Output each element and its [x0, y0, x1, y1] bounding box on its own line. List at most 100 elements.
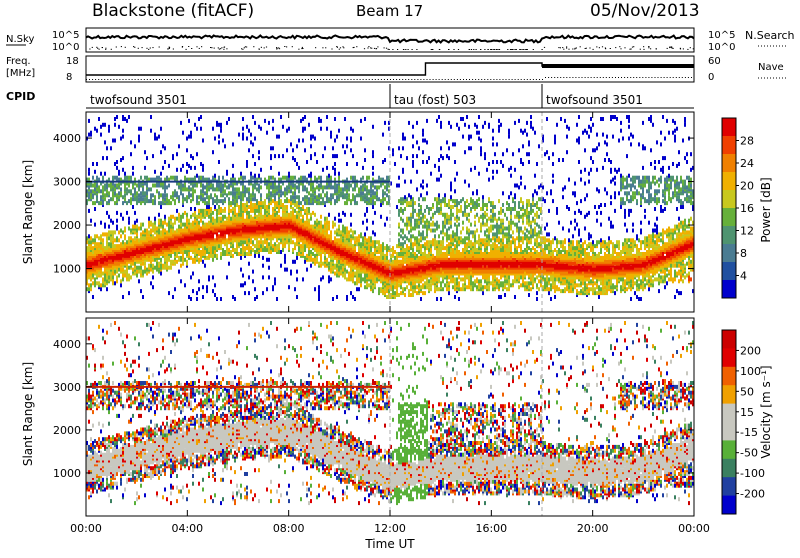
x-tick-label: 00:00: [678, 522, 710, 535]
nave-tick-low: 0: [708, 72, 714, 83]
nave-dot: [95, 79, 96, 80]
nave-dot: [563, 77, 564, 78]
nave-dot: [107, 79, 108, 80]
nsearch-dot: [374, 48, 375, 49]
nsearch-dot: [542, 49, 543, 50]
colorbar-tick-label: 28: [740, 135, 754, 148]
freq-band: [542, 64, 694, 68]
nsearch-dot: [105, 48, 106, 49]
nave-dot: [658, 77, 659, 78]
nave-dot: [123, 79, 124, 80]
nave-dot: [597, 77, 598, 78]
nsearch-dot: [405, 49, 406, 50]
nave-dot: [287, 79, 288, 80]
nave-dot: [265, 79, 266, 80]
y-tick-label: 3000: [53, 176, 81, 189]
nsearch-dot: [92, 47, 93, 48]
nave-dot: [472, 79, 473, 80]
nsearch-dot: [188, 46, 189, 47]
colorbar-segment: [722, 226, 736, 245]
colorbar-tick-label: 24: [740, 157, 754, 170]
nsearch-dot: [448, 49, 449, 50]
nsearch-dot: [480, 49, 481, 50]
station-title: Blackstone (fitACF): [92, 1, 254, 21]
nave-dot: [427, 79, 428, 80]
nave-dot: [414, 79, 415, 80]
nsearch-dot: [673, 48, 674, 49]
nave-dot: [594, 77, 595, 78]
nsearch-dot: [169, 47, 170, 48]
nsearch-dot: [121, 46, 122, 47]
x-tick-label: 04:00: [171, 522, 203, 535]
nave-dot: [195, 79, 196, 80]
nave-dot: [448, 79, 449, 80]
nsky-tick-high: 10^5: [52, 30, 79, 41]
nave-dot: [673, 77, 674, 78]
nave-dot: [405, 79, 406, 80]
nsearch-dot: [125, 47, 126, 48]
nsearch-dot: [648, 47, 649, 48]
nsearch-dot: [367, 48, 368, 49]
cpid-label: CPID: [6, 90, 35, 103]
nsearch-dot: [219, 49, 220, 50]
freq-tick-high: 18: [66, 56, 79, 67]
nave-dot: [223, 79, 224, 80]
colorbar-tick-label: 15: [740, 406, 754, 419]
nsearch-dot: [568, 49, 569, 50]
nave-dot: [104, 79, 105, 80]
nsearch-dot: [519, 49, 520, 50]
nsearch-dot: [602, 46, 603, 47]
nave-dot: [317, 79, 318, 80]
nave-dot: [636, 77, 637, 78]
nave-dot: [585, 77, 586, 78]
nsearch-dot: [690, 47, 691, 48]
nsearch-dot: [389, 49, 390, 50]
nsearch-dot: [403, 49, 404, 50]
nsearch-dot: [292, 46, 293, 47]
nave-dot: [615, 77, 616, 78]
nsearch-dot: [220, 48, 221, 49]
nave-dot: [156, 79, 157, 80]
nsearch-dot: [276, 49, 277, 50]
nave-dot: [86, 79, 87, 80]
colorbar-segment: [722, 172, 736, 191]
nave-dot: [399, 79, 400, 80]
nave-dot: [320, 79, 321, 80]
nsearch-dot: [432, 49, 433, 50]
nsearch-dot: [416, 49, 417, 50]
nave-dot: [129, 79, 130, 80]
nsearch-dot: [370, 47, 371, 48]
nave-dot: [667, 77, 668, 78]
nsearch-dot: [593, 49, 594, 50]
nsearch-dot: [138, 48, 139, 49]
nave-dot: [402, 79, 403, 80]
nave-dot: [284, 79, 285, 80]
nsearch-dot: [576, 48, 577, 49]
nave-dot: [566, 77, 567, 78]
nsearch-dot: [356, 46, 357, 47]
nsearch-dot: [497, 49, 498, 50]
nsearch-dot: [586, 48, 587, 49]
nsky-line: [86, 36, 694, 43]
nsearch-dot: [221, 47, 222, 48]
nsearch-dot: [102, 47, 103, 48]
nave-dot: [430, 79, 431, 80]
nave-dot: [366, 79, 367, 80]
nsearch-dot: [116, 47, 117, 48]
nsearch-dot: [245, 46, 246, 47]
nave-dot: [408, 79, 409, 80]
nave-dot: [551, 77, 552, 78]
nsearch-dot: [650, 48, 651, 49]
x-tick-label: 00:00: [70, 522, 102, 535]
nsearch-dot: [566, 48, 567, 49]
colorbar-segment: [722, 385, 736, 404]
nave-dot: [478, 79, 479, 80]
nsearch-dot: [473, 49, 474, 50]
nave-dot: [433, 79, 434, 80]
nsearch-dot: [364, 48, 365, 49]
freq-panel-frame: [86, 56, 694, 82]
nsearch-dot: [223, 49, 224, 50]
nave-dot: [101, 79, 102, 80]
nsearch-dot: [453, 49, 454, 50]
